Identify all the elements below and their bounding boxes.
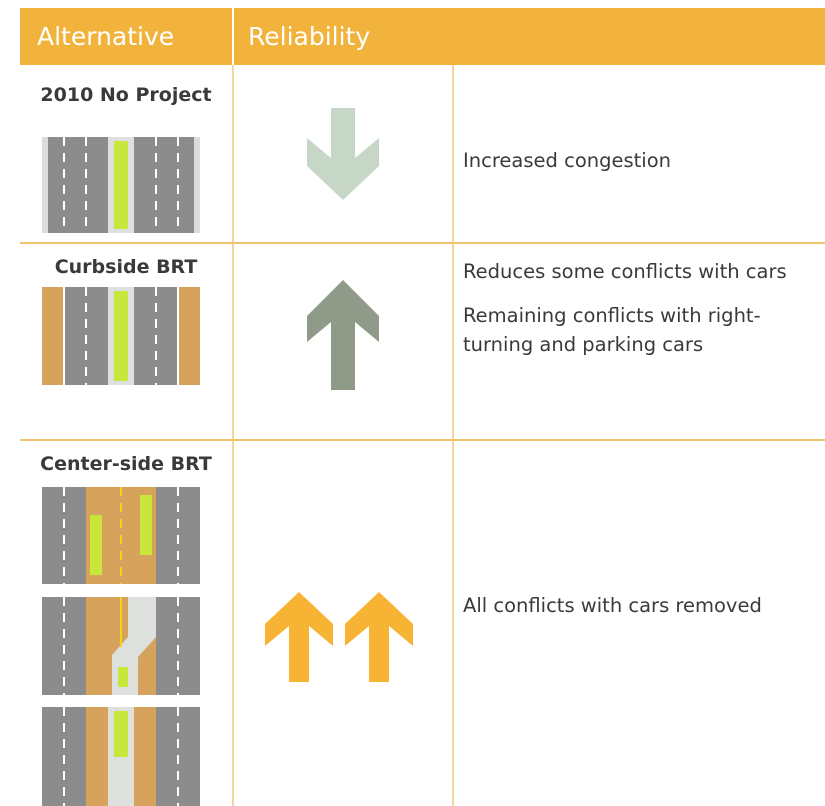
road-diagram [42,287,200,385]
note-text: Increased congestion [463,149,671,172]
arrow-down-icon [307,108,379,200]
row-divider [20,439,825,441]
road-diagram [42,597,200,695]
note: Reduces some conflicts with cars Remaini… [463,257,823,374]
alternative-name: Center-side BRT [40,453,212,475]
road-diagram [42,707,200,806]
header-bar [20,8,825,65]
column-header: Alternative [37,22,175,51]
column-header: Reliability [248,22,371,51]
column-divider [452,65,454,806]
double-arrow-up-icon [265,592,413,682]
arrow-up-icon [307,280,379,390]
row-divider [20,242,825,244]
note: All conflicts with cars removed [463,591,793,635]
alternative-name: 2010 No Project [40,84,212,106]
road-diagram [42,137,200,233]
column-divider [232,65,234,806]
note-text: Remaining conflicts with right-turning a… [463,304,761,356]
note: Increased congestion [463,146,823,190]
note-text: All conflicts with cars removed [463,594,762,617]
road-diagram [42,487,200,584]
alternative-name: Curbside BRT [54,256,198,278]
note-text: Reduces some conflicts with cars [463,260,787,283]
